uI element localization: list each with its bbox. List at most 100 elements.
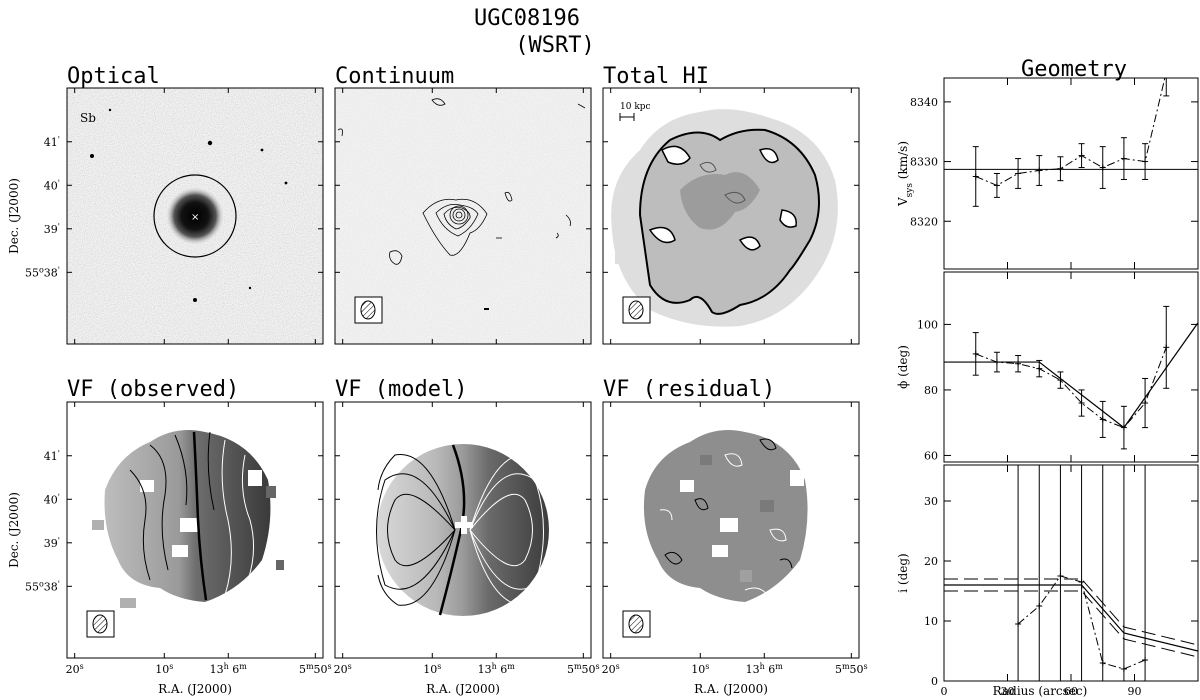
vf-observed-panel: VF (observed) [66,377,324,659]
vf-model-contours-approaching [376,453,456,606]
incl-fit-band [944,590,1198,658]
incl-ytick-label: 0 [931,675,938,688]
optical-star [260,148,264,152]
vf-observed-title: VF (observed) [67,377,239,402]
dec-tick-label: 55o38' [25,265,60,280]
vf-observed-map [92,429,284,608]
optical-star [284,181,288,185]
dec-tick-label: 40' [44,178,60,193]
figure-title: UGC08196 [474,6,580,31]
optical-star [248,286,252,290]
optical-panel: Optical × Sb [66,64,324,345]
incl-ytick-label: 30 [924,495,938,508]
optical-star [207,140,213,146]
optical-title: Optical [67,64,160,89]
continuum-panel: Continuum [334,64,592,345]
vsys-ytick-label: 8320 [910,215,938,228]
ra-tick-label: 13h 6m [210,662,248,677]
ra-tick-label: 20s [602,662,620,677]
vsys-ylabel: Vsys (km/s) [896,141,915,207]
vf-model-title: VF (model) [335,377,467,402]
optical-star [108,108,112,112]
incl-ylabel: i (deg) [896,553,910,592]
dec-axis-label: Dec. (J2000) [7,492,21,568]
phi-ytick-label: 60 [924,449,938,462]
vf-model-center-mask [455,516,473,534]
continuum-frame [334,87,592,345]
ra-axis-label: R.A. (J2000) [426,682,500,696]
figure-subtitle: (WSRT) [515,33,594,58]
optical-star [90,154,94,158]
dec-tick-label: 39' [44,535,60,550]
ra-tick-label: 10s [691,662,709,677]
dec-tick-label: 41' [44,134,60,149]
ra-tick-label: 5m50s [567,662,600,677]
phi-data-line [975,347,1167,429]
vsys-ytick-label: 8340 [910,96,938,109]
dec-tick-label: 41' [44,448,60,463]
vf-model-panel: VF (model) [334,377,592,659]
vf-model-contours-receding [469,453,549,606]
dec-tick-label: 55o38' [25,579,60,594]
geometry-xtick-label: 60 [1064,685,1078,698]
vf-observed-beam-icon [92,614,108,634]
incl-plot: 0 10 20 30 i (deg) [896,464,1199,688]
ra-tick-label: 5m50s [835,662,868,677]
dec-tick-label: 40' [44,492,60,507]
vsys-data-line [975,78,1166,186]
vsys-plot: 8320 8330 8340 Vsys (km/s) [896,77,1199,270]
vf-residual-map [643,429,808,602]
totalhi-panel: Total HI 10 kpc [602,64,860,345]
totalhi-title: Total HI [603,64,709,89]
ra-tick-label: 10s [155,662,173,677]
vf-residual-title: VF (residual) [603,377,775,402]
geometry-xlabel: Radius (arcsec) [993,684,1088,698]
phi-plot-area [944,305,1198,450]
incl-ytick-label: 20 [924,555,938,568]
incl-plot-area [944,465,1198,681]
geometry-xtick-label: 90 [1128,685,1142,698]
vsys-plot-area [944,78,1198,207]
optical-frame [66,87,324,345]
ra-axis-label: R.A. (J2000) [158,682,232,696]
vf-residual-beam-icon [628,614,644,634]
phi-fit-line [944,322,1198,429]
continuum-beam-icon [360,300,376,320]
phi-ylabel: ϕ (deg) [896,345,910,389]
continuum-contours [337,98,586,265]
phi-frame [943,271,1199,463]
ra-tick-label: 20s [334,662,352,677]
vf-residual-panel: VF (residual) [602,377,860,659]
ra-tick-label: 20s [66,662,84,677]
optical-galaxy [165,186,225,246]
incl-ytick-label: 10 [924,615,938,628]
ra-tick-label: 13h 6m [478,662,516,677]
vf-residual-frame [602,401,860,659]
totalhi-frame [602,87,860,345]
phi-plot: 60 80 100 ϕ (deg) [896,271,1199,463]
ra-axis-label: R.A. (J2000) [694,682,768,696]
continuum-title: Continuum [335,64,454,89]
dec-tick-label: 39' [44,221,60,236]
optical-morph-label: Sb [80,111,96,125]
phi-ytick-label: 100 [917,318,938,331]
incl-fit-line [944,584,1198,652]
vsys-ytick-label: 8330 [910,156,938,169]
ra-tick-label: 10s [423,662,441,677]
totalhi-beam-icon [628,300,644,320]
ra-tick-label: 13h 6m [746,662,784,677]
ra-tick-label: 5m50s [299,662,332,677]
incl-frame [943,464,1199,682]
geometry-xtick-label: 30 [1001,685,1015,698]
sky-axes: 41' 40' 39' 55o38' Dec. (J2000) 41' 40' 39' 55o3… [7,88,868,696]
incl-fit-band [944,578,1198,646]
geometry-xtick-label: 0 [941,685,948,698]
phi-ytick-label: 80 [924,384,938,397]
vf-model-frame [334,401,592,659]
dec-axis-label: Dec. (J2000) [7,178,21,254]
totalhi-map [611,109,838,327]
vsys-frame [943,77,1199,270]
totalhi-scalebar-label: 10 kpc [620,102,651,112]
continuum-noise-pixel [484,308,489,310]
